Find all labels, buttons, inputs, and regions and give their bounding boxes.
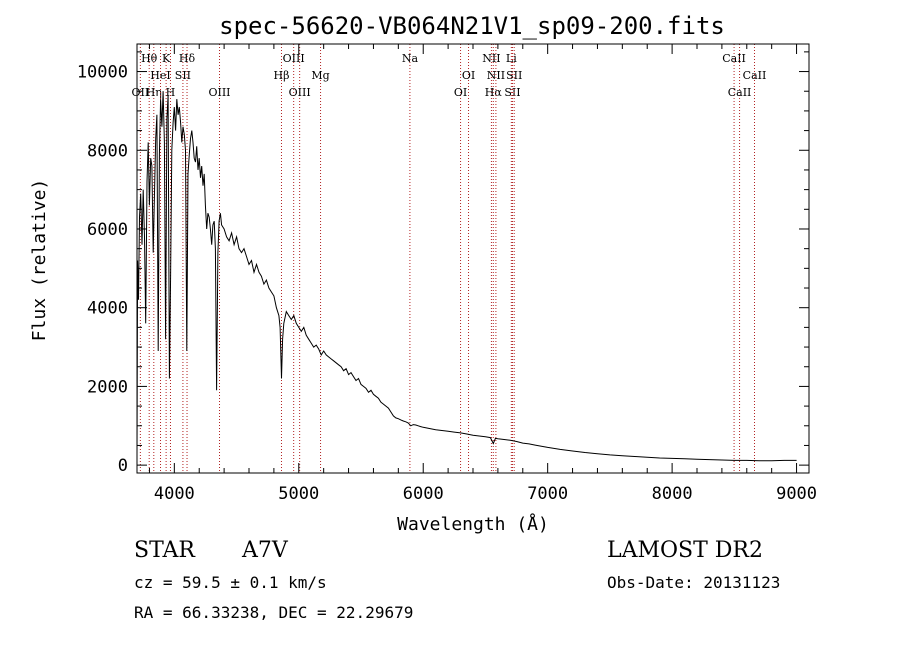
y-tick-label-0: 0 — [118, 456, 128, 476]
line-marker-label-13: Na — [402, 52, 419, 65]
line-marker-label-3: HeI — [150, 69, 170, 82]
line-marker-label-7: Hδ — [179, 52, 196, 65]
y-tick-label-3: 6000 — [87, 220, 128, 240]
survey-label: LAMOST DR2 — [607, 538, 763, 563]
line-marker-label-21: SII — [506, 69, 522, 82]
x-tick-label-1: 5000 — [278, 484, 319, 504]
line-marker-label-23: CaII — [728, 86, 752, 99]
plot-frame — [136, 43, 810, 474]
x-axis-label: Wavelength (Å) — [397, 513, 549, 535]
line-marker-label-11: OIII — [289, 86, 311, 99]
axis-ticks: 4000 5000 6000 7000 8000 9000 0 2000 4000 6000 800… — [77, 44, 817, 504]
spectrum-series-line — [136, 91, 797, 462]
line-marker-label-4: K — [162, 52, 171, 65]
line-marker-label-2: Hη — [146, 86, 162, 99]
object-subclass-label: A7V — [242, 538, 288, 563]
redshift-readout: cz = 59.5 ± 0.1 km/s — [134, 573, 327, 592]
y-tick-label-5: 10000 — [77, 63, 128, 83]
line-marker-label-20: SII — [504, 86, 520, 99]
line-marker-label-17: Hα — [485, 86, 503, 99]
line-marker-label-15: OI — [462, 69, 475, 82]
observation-date: Obs-Date: 20131123 — [607, 573, 781, 592]
x-tick-label-3: 7000 — [527, 484, 568, 504]
y-tick-label-1: 2000 — [87, 377, 128, 397]
chart-title: spec-56620-VB064N21V1_sp09-200.fits — [219, 12, 725, 40]
line-marker-label-0: Hθ — [141, 52, 158, 65]
line-marker-label-18: NII — [487, 69, 505, 82]
line-marker-label-8: OIII — [208, 86, 230, 99]
line-marker-label-9: Hβ — [274, 69, 290, 82]
line-marker-label-12: Mg — [311, 69, 329, 82]
coordinates-readout: RA = 66.33238, DEC = 22.29679 — [134, 603, 414, 622]
line-marker-label-22: CaII — [722, 52, 746, 65]
object-class-label: STAR — [134, 538, 195, 563]
x-tick-label-5: 9000 — [776, 484, 817, 504]
y-tick-label-4: 8000 — [87, 141, 128, 161]
line-marker-label-24: CaII — [743, 69, 767, 82]
x-tick-label-0: 4000 — [154, 484, 195, 504]
line-marker-label-1: OII — [132, 86, 150, 99]
line-marker-layer: HθOIIHηHeIKHSIIHδOIIIHβOIIIOIIIMgNaOIOIN… — [132, 44, 767, 473]
x-tick-label-2: 6000 — [403, 484, 444, 504]
line-marker-label-19: Li — [506, 52, 517, 65]
line-marker-label-16: NII — [482, 52, 500, 65]
line-marker-label-10: OIII — [283, 52, 305, 65]
line-marker-label-14: OI — [454, 86, 467, 99]
x-tick-label-4: 8000 — [652, 484, 693, 504]
y-tick-label-2: 4000 — [87, 299, 128, 319]
line-marker-label-5: H — [166, 86, 176, 99]
y-axis-label: Flux (relative) — [29, 179, 50, 342]
line-marker-label-6: SII — [175, 69, 191, 82]
